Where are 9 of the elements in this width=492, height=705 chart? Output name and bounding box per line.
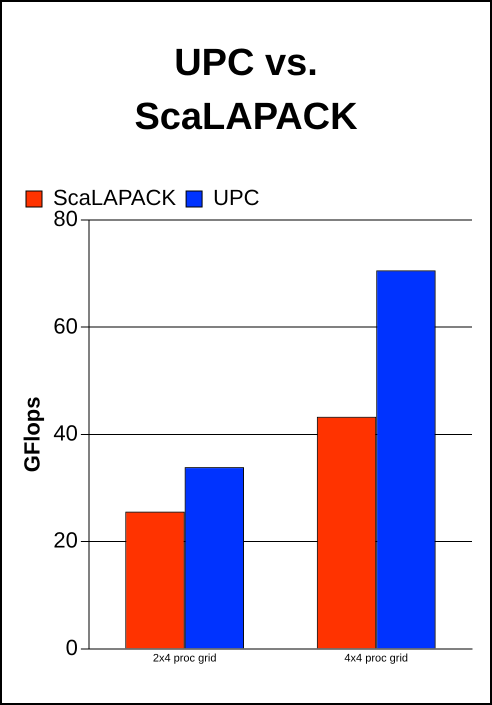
x-tick-label: 2x4 proc grid [152, 652, 216, 664]
y-tick-label: 60 [53, 313, 78, 338]
legend-label: UPC [213, 185, 260, 210]
y-axis-title: GFlops [19, 396, 44, 472]
chart-title: UPC vs. ScaLAPACK [133, 41, 359, 140]
y-tick-label: 20 [53, 528, 78, 553]
y-tick-label: 40 [53, 420, 78, 446]
x-tick-label: 4x4 proc grid [344, 652, 408, 664]
y-tick-label: 0 [66, 634, 78, 660]
